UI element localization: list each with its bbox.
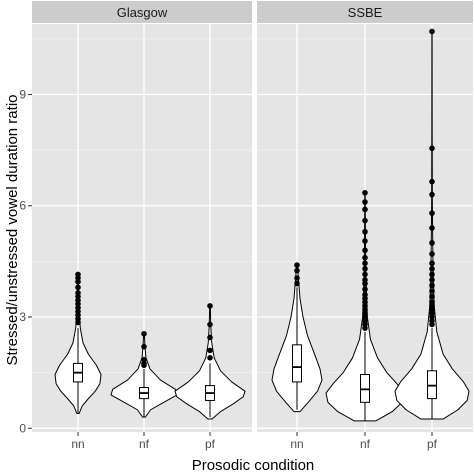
outlier-point (429, 28, 435, 35)
outlier-point (429, 266, 435, 272)
outlier-point (294, 267, 300, 274)
violin-group-ssbe-pf (394, 28, 470, 420)
outlier-point (362, 247, 368, 254)
outlier-point (362, 228, 368, 235)
outlier-point (429, 293, 435, 300)
outlier-point (429, 178, 435, 185)
outlier-point (429, 191, 435, 198)
outlier-point (294, 275, 300, 281)
outlier-point (429, 145, 435, 152)
facet-strip-label: SSBE (348, 5, 383, 20)
axes: nn nf pf nn nf pf 0 3 6 9 (19, 87, 437, 451)
outlier-point (362, 254, 368, 261)
box-iqr (292, 344, 302, 383)
violin-group-glasgow-nf (110, 330, 178, 418)
outlier-point (294, 262, 300, 268)
y-axis-title: Stressed/unstressed vowel duration ratio (4, 95, 21, 366)
outlier-point (207, 321, 213, 328)
x-tick-label: pf (205, 437, 216, 451)
outlier-point (362, 199, 368, 205)
outlier-point (75, 290, 81, 296)
outlier-point (141, 356, 147, 363)
box-iqr (360, 374, 370, 403)
violin-group-ssbe-nn (271, 262, 323, 413)
outlier-point (362, 271, 368, 278)
y-tick-label: 3 (19, 310, 26, 324)
outlier-point (362, 260, 368, 267)
outlier-point (294, 280, 300, 287)
y-tick-label: 9 (19, 87, 26, 101)
outlier-point (362, 266, 368, 272)
outlier-point (429, 271, 435, 278)
outlier-point (141, 343, 147, 350)
outlier-point (362, 238, 368, 244)
facet-strip-label: Glasgow (117, 5, 168, 20)
outlier-point (429, 277, 435, 283)
outlier-point (362, 291, 368, 298)
x-tick-label: nf (360, 437, 371, 451)
facet-strip (257, 1, 473, 23)
outlier-point (75, 284, 81, 291)
x-tick-label: nn (290, 437, 303, 451)
outlier-point (207, 334, 213, 341)
outlier-point (429, 282, 435, 289)
violin-group-glasgow-pf (174, 303, 246, 420)
outlier-point (207, 355, 213, 361)
outlier-point (207, 303, 213, 309)
facet-strip (32, 1, 252, 23)
outlier-point (362, 286, 368, 293)
outlier-point (429, 251, 435, 257)
x-tick-label: pf (427, 437, 438, 451)
outlier-point (362, 217, 368, 224)
y-tick-label: 6 (19, 199, 26, 213)
outlier-point (429, 240, 435, 246)
outlier-point (75, 271, 81, 278)
outlier-point (362, 206, 368, 213)
x-tick-label: nn (71, 437, 84, 451)
outlier-point (429, 210, 435, 216)
x-axis-title: Prosodic condition (192, 457, 315, 474)
violin-marks (54, 28, 470, 422)
y-tick-label: 0 (19, 421, 26, 435)
box-iqr (427, 370, 437, 400)
x-tick-label: nf (139, 437, 150, 451)
outlier-point (141, 330, 147, 337)
outlier-point (429, 260, 435, 267)
outlier-point (429, 225, 435, 231)
violin-group-glasgow-nn (54, 271, 102, 414)
outlier-point (429, 288, 435, 294)
outlier-point (429, 299, 435, 305)
outlier-point (362, 189, 368, 196)
outlier-point (207, 347, 213, 354)
facet-strips: Glasgow SSBE (32, 1, 473, 23)
outlier-point (362, 277, 368, 283)
